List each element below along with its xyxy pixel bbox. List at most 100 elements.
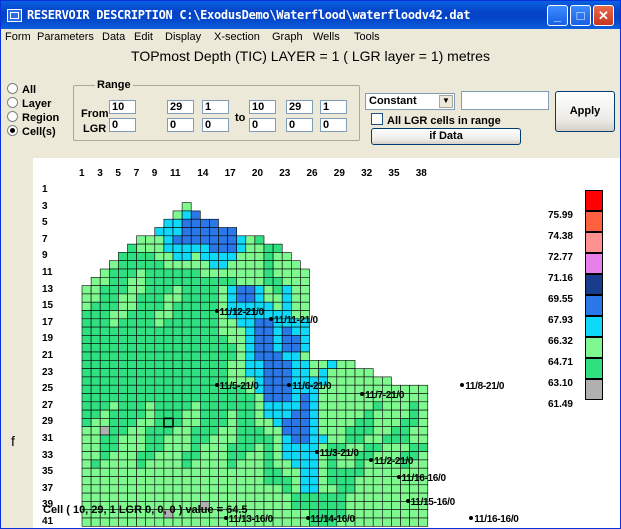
grid-cell[interactable] xyxy=(99,326,110,336)
grid-cell[interactable] xyxy=(200,360,210,369)
grid-cell[interactable] xyxy=(99,268,110,278)
grid-cell[interactable] xyxy=(163,492,174,502)
grid-cell[interactable] xyxy=(290,418,301,427)
grid-cell[interactable] xyxy=(118,459,128,469)
grid-cell[interactable] xyxy=(109,277,119,286)
grid-cell[interactable] xyxy=(99,376,110,386)
grid-cell[interactable] xyxy=(181,451,192,461)
grid-cell[interactable] xyxy=(118,326,128,336)
menu-x-section[interactable]: X-section xyxy=(214,31,260,43)
grid-cell[interactable] xyxy=(90,434,101,444)
grid-cell[interactable] xyxy=(172,268,183,278)
grid-cell[interactable] xyxy=(145,459,156,469)
grid-cell[interactable] xyxy=(172,310,183,320)
grid-cell[interactable] xyxy=(172,260,183,270)
grid-cell[interactable] xyxy=(145,393,156,403)
grid-cell[interactable] xyxy=(172,235,183,245)
grid-cell[interactable] xyxy=(218,235,228,245)
grid-cell[interactable] xyxy=(300,426,310,436)
grid-cell[interactable] xyxy=(127,310,137,320)
grid-cell[interactable] xyxy=(109,484,119,494)
grid-cell[interactable] xyxy=(254,484,265,494)
grid-cell[interactable] xyxy=(118,351,128,361)
grid-cell[interactable] xyxy=(118,285,128,295)
grid-cell[interactable] xyxy=(381,376,392,386)
grid-cell[interactable] xyxy=(281,442,292,452)
grid-cell[interactable] xyxy=(354,517,365,527)
grid-cell[interactable] xyxy=(354,401,365,411)
grid-cell[interactable] xyxy=(272,351,283,361)
grid-cell[interactable] xyxy=(381,476,392,486)
grid-cell[interactable] xyxy=(200,227,210,237)
grid-cell[interactable] xyxy=(90,351,101,361)
grid-cell[interactable] xyxy=(209,409,219,419)
grid-cell[interactable] xyxy=(318,418,329,427)
grid-cell[interactable] xyxy=(300,409,310,419)
grid-cell[interactable] xyxy=(127,243,137,253)
grid-cell[interactable] xyxy=(118,434,128,444)
grid-cell[interactable] xyxy=(227,277,238,286)
grid-cell[interactable] xyxy=(354,418,365,427)
grid-cell[interactable] xyxy=(154,409,165,419)
grid-cell[interactable] xyxy=(263,501,274,510)
grid-cell[interactable] xyxy=(327,418,338,427)
grid-cell[interactable] xyxy=(290,260,301,270)
grid-cell[interactable] xyxy=(290,442,301,452)
grid-cell[interactable] xyxy=(354,426,365,436)
grid-cell[interactable] xyxy=(163,285,174,295)
grid-cell[interactable] xyxy=(263,260,274,270)
grid-cell[interactable] xyxy=(181,418,192,427)
grid-cell[interactable] xyxy=(245,268,256,278)
grid-cell[interactable] xyxy=(209,476,219,486)
well-label[interactable]: 11/13-16/0 xyxy=(223,514,273,525)
radio-region[interactable]: Region xyxy=(7,111,59,124)
grid-cell[interactable] xyxy=(145,351,156,361)
grid-cell[interactable] xyxy=(209,335,219,344)
grid-cell[interactable] xyxy=(99,293,110,303)
grid-cell[interactable] xyxy=(236,401,247,411)
grid-cell[interactable] xyxy=(154,401,165,411)
grid-cell[interactable] xyxy=(318,368,329,378)
grid-cell[interactable] xyxy=(345,384,356,394)
grid-cell[interactable] xyxy=(200,235,210,245)
well-label[interactable]: 11/5-21/0 xyxy=(214,381,259,392)
grid-cell[interactable] xyxy=(81,484,92,494)
grid-cell[interactable] xyxy=(363,484,374,494)
grid-cell[interactable] xyxy=(336,376,347,386)
grid-cell[interactable] xyxy=(263,409,274,419)
grid-cell[interactable] xyxy=(190,517,201,527)
menu-wells[interactable]: Wells xyxy=(313,31,340,43)
grid-cell[interactable] xyxy=(145,368,156,378)
grid-cell[interactable] xyxy=(190,218,201,228)
grid-cell[interactable] xyxy=(181,409,192,419)
grid-cell[interactable] xyxy=(190,393,201,403)
grid-cell[interactable] xyxy=(254,492,265,502)
grid-cell[interactable] xyxy=(409,384,420,394)
grid-cell[interactable] xyxy=(281,401,292,411)
grid-cell[interactable] xyxy=(318,467,329,477)
grid-cell[interactable] xyxy=(81,285,92,295)
grid-cell[interactable] xyxy=(172,368,183,378)
grid-cell[interactable] xyxy=(163,268,174,278)
grid-cell[interactable] xyxy=(172,218,183,228)
grid-cell[interactable] xyxy=(391,426,401,436)
grid-cell[interactable] xyxy=(381,426,392,436)
grid-cell[interactable] xyxy=(200,376,210,386)
grid-cell[interactable] xyxy=(227,351,238,361)
grid-cell[interactable] xyxy=(190,310,201,320)
grid-cell[interactable] xyxy=(372,401,383,411)
grid-cell[interactable] xyxy=(190,426,201,436)
grid-cell[interactable] xyxy=(300,418,310,427)
grid-cell[interactable] xyxy=(154,227,165,237)
grid-cell[interactable] xyxy=(227,343,238,353)
grid-cell[interactable] xyxy=(136,243,146,253)
grid-cell[interactable] xyxy=(391,517,401,527)
grid-cell[interactable] xyxy=(109,492,119,502)
grid-cell[interactable] xyxy=(127,492,137,502)
grid-cell[interactable] xyxy=(145,467,156,477)
grid-cell[interactable] xyxy=(154,351,165,361)
grid-cell[interactable] xyxy=(309,409,319,419)
grid-cell[interactable] xyxy=(127,351,137,361)
grid-cell[interactable] xyxy=(81,442,92,452)
grid-cell[interactable] xyxy=(281,326,292,336)
